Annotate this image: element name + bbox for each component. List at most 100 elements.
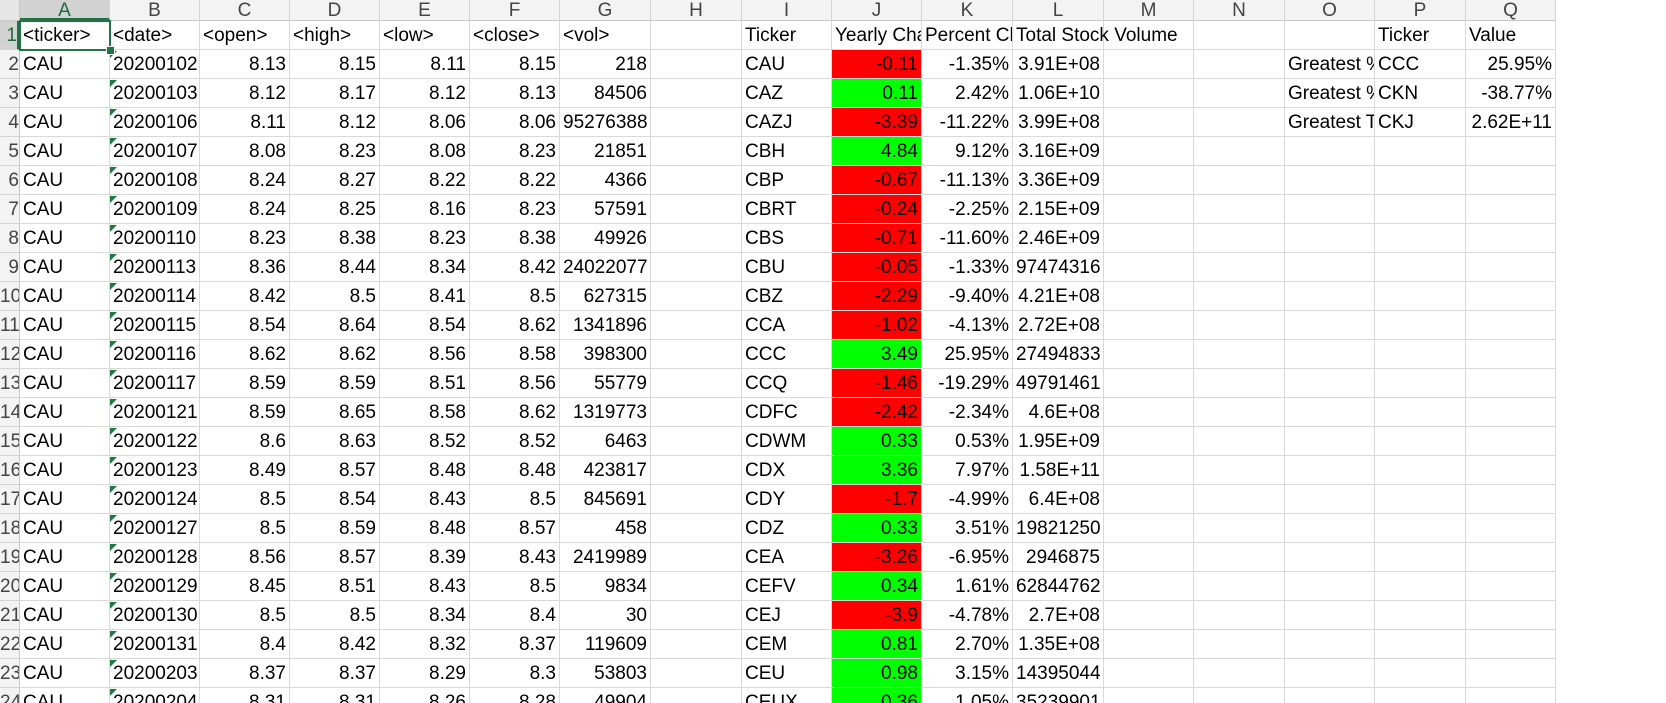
stock-cell-d20[interactable]: 8.51 [290, 572, 380, 601]
summary-ticker[interactable]: CEM [742, 630, 832, 659]
percent-change-cell[interactable]: -4.99% [922, 485, 1013, 514]
stock-cell-e22[interactable]: 8.32 [380, 630, 470, 659]
total-volume-cell[interactable]: 14395044 [1013, 659, 1104, 688]
percent-change-cell[interactable]: -2.25% [922, 195, 1013, 224]
yearly-change-cell[interactable]: -0.71 [832, 224, 922, 253]
stock-cell-g4[interactable]: 95276388 [560, 108, 651, 137]
stock-cell-d10[interactable]: 8.5 [290, 282, 380, 311]
stock-cell-g10[interactable]: 627315 [560, 282, 651, 311]
stock-cell-d5[interactable]: 8.23 [290, 137, 380, 166]
stock-cell-f15[interactable]: 8.52 [470, 427, 560, 456]
stock-cell-b20[interactable]: 20200129 [110, 572, 200, 601]
greatest-value[interactable]: 2.62E+11 [1466, 108, 1556, 137]
summary-ticker[interactable]: CBZ [742, 282, 832, 311]
row-header-24[interactable]: 24 [0, 688, 20, 703]
summary-ticker[interactable]: CDWM [742, 427, 832, 456]
stock-cell-d9[interactable]: 8.44 [290, 253, 380, 282]
row-header-8[interactable]: 8 [0, 224, 20, 253]
yearly-change-cell[interactable]: 4.84 [832, 137, 922, 166]
percent-change-cell[interactable]: -6.95% [922, 543, 1013, 572]
stock-cell-d21[interactable]: 8.5 [290, 601, 380, 630]
summary-header-3[interactable]: Total Stock Volume [1013, 21, 1178, 50]
row-header-4[interactable]: 4 [0, 108, 20, 137]
stock-cell-g19[interactable]: 2419989 [560, 543, 651, 572]
stock-cell-e7[interactable]: 8.16 [380, 195, 470, 224]
stock-header-0[interactable]: <ticker> [20, 21, 110, 50]
stock-cell-g22[interactable]: 119609 [560, 630, 651, 659]
stock-cell-d15[interactable]: 8.63 [290, 427, 380, 456]
stock-cell-b3[interactable]: 20200103 [110, 79, 200, 108]
stock-cell-b4[interactable]: 20200106 [110, 108, 200, 137]
percent-change-cell[interactable]: 2.70% [922, 630, 1013, 659]
stock-cell-c19[interactable]: 8.56 [200, 543, 290, 572]
stock-cell-f20[interactable]: 8.5 [470, 572, 560, 601]
greatest-header-ticker[interactable]: Ticker [1375, 21, 1466, 50]
stock-cell-b13[interactable]: 20200117 [110, 369, 200, 398]
stock-cell-g7[interactable]: 57591 [560, 195, 651, 224]
column-header-j[interactable]: J [832, 0, 922, 21]
stock-cell-a11[interactable]: CAU [20, 311, 110, 340]
stock-cell-c8[interactable]: 8.23 [200, 224, 290, 253]
stock-cell-f11[interactable]: 8.62 [470, 311, 560, 340]
summary-ticker[interactable]: CBS [742, 224, 832, 253]
stock-cell-f22[interactable]: 8.37 [470, 630, 560, 659]
stock-cell-a17[interactable]: CAU [20, 485, 110, 514]
stock-cell-g9[interactable]: 24022077 [560, 253, 651, 282]
stock-cell-c23[interactable]: 8.37 [200, 659, 290, 688]
stock-cell-e20[interactable]: 8.43 [380, 572, 470, 601]
stock-cell-g11[interactable]: 1341896 [560, 311, 651, 340]
summary-ticker[interactable]: CAZ [742, 79, 832, 108]
stock-cell-g14[interactable]: 1319773 [560, 398, 651, 427]
greatest-label[interactable]: Greatest % Decrease [1285, 79, 1375, 108]
stock-cell-g5[interactable]: 21851 [560, 137, 651, 166]
greatest-ticker[interactable]: CCC [1375, 50, 1466, 79]
summary-ticker[interactable]: CEA [742, 543, 832, 572]
column-header-l[interactable]: L [1013, 0, 1104, 21]
stock-cell-f13[interactable]: 8.56 [470, 369, 560, 398]
stock-cell-b7[interactable]: 20200109 [110, 195, 200, 224]
summary-ticker[interactable]: CDFC [742, 398, 832, 427]
stock-cell-d14[interactable]: 8.65 [290, 398, 380, 427]
stock-cell-d16[interactable]: 8.57 [290, 456, 380, 485]
stock-cell-f17[interactable]: 8.5 [470, 485, 560, 514]
total-volume-cell[interactable]: 2.72E+08 [1013, 311, 1104, 340]
greatest-value[interactable]: -38.77% [1466, 79, 1556, 108]
summary-ticker[interactable]: CDZ [742, 514, 832, 543]
total-volume-cell[interactable]: 3.91E+08 [1013, 50, 1104, 79]
row-header-21[interactable]: 21 [0, 601, 20, 630]
column-header-o[interactable]: O [1285, 0, 1375, 21]
stock-cell-c3[interactable]: 8.12 [200, 79, 290, 108]
stock-cell-a12[interactable]: CAU [20, 340, 110, 369]
summary-ticker[interactable]: CBH [742, 137, 832, 166]
yearly-change-cell[interactable]: 0.98 [832, 659, 922, 688]
total-volume-cell[interactable]: 62844762 [1013, 572, 1104, 601]
total-volume-cell[interactable]: 3.16E+09 [1013, 137, 1104, 166]
stock-cell-a15[interactable]: CAU [20, 427, 110, 456]
stock-cell-f4[interactable]: 8.06 [470, 108, 560, 137]
percent-change-cell[interactable]: -1.33% [922, 253, 1013, 282]
greatest-label[interactable]: Greatest % Increase [1285, 50, 1375, 79]
stock-cell-g18[interactable]: 458 [560, 514, 651, 543]
summary-ticker[interactable]: CEU [742, 659, 832, 688]
yearly-change-cell[interactable]: 0.11 [832, 79, 922, 108]
stock-cell-b18[interactable]: 20200127 [110, 514, 200, 543]
stock-cell-c21[interactable]: 8.5 [200, 601, 290, 630]
stock-cell-d23[interactable]: 8.37 [290, 659, 380, 688]
stock-cell-d19[interactable]: 8.57 [290, 543, 380, 572]
stock-cell-a2[interactable]: CAU [20, 50, 110, 79]
total-volume-cell[interactable]: 2.46E+09 [1013, 224, 1104, 253]
stock-cell-a22[interactable]: CAU [20, 630, 110, 659]
stock-cell-g21[interactable]: 30 [560, 601, 651, 630]
stock-cell-f8[interactable]: 8.38 [470, 224, 560, 253]
stock-cell-e10[interactable]: 8.41 [380, 282, 470, 311]
total-volume-cell[interactable]: 2.7E+08 [1013, 601, 1104, 630]
stock-cell-b17[interactable]: 20200124 [110, 485, 200, 514]
summary-ticker[interactable]: CBP [742, 166, 832, 195]
percent-change-cell[interactable]: 2.42% [922, 79, 1013, 108]
stock-cell-d13[interactable]: 8.59 [290, 369, 380, 398]
percent-change-cell[interactable]: 1.05% [922, 688, 1013, 703]
row-header-6[interactable]: 6 [0, 166, 20, 195]
stock-cell-e11[interactable]: 8.54 [380, 311, 470, 340]
stock-cell-d17[interactable]: 8.54 [290, 485, 380, 514]
stock-cell-d22[interactable]: 8.42 [290, 630, 380, 659]
